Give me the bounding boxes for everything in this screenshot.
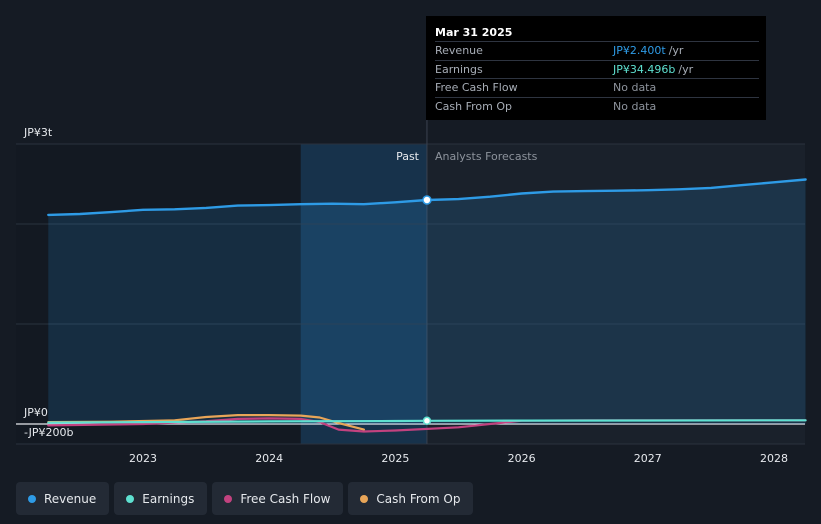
revenue-marker[interactable] [422, 195, 432, 205]
tooltip-label: Free Cash Flow [435, 81, 518, 94]
legend-dot-icon [224, 494, 233, 503]
tooltip-unit: /yr [678, 62, 694, 76]
legend-label: Free Cash Flow [240, 491, 331, 506]
legend-dot-icon [360, 494, 369, 503]
legend-dot-icon [28, 494, 36, 503]
tooltip-value: JP¥2.400t [613, 44, 666, 57]
y-tick-zero: JP¥0 [23, 406, 48, 419]
legend-item-earnings[interactable]: Earnings [114, 482, 208, 515]
x-tick-label: 2028 [760, 452, 788, 465]
tooltip-row-earnings: Earnings JP¥34.496b/yr [435, 59, 759, 79]
tooltip-label: Revenue [435, 44, 483, 57]
tooltip-label: Cash From Op [435, 99, 513, 113]
x-tick-label: 2024 [255, 452, 283, 465]
tooltip-value: JP¥34.496b [613, 62, 676, 76]
legend-label: Revenue [44, 491, 97, 506]
legend-item-revenue[interactable]: Revenue [16, 482, 110, 515]
tooltip-date: Mar 31 2025 [435, 26, 513, 39]
legend-item-free-cash-flow[interactable]: Free Cash Flow [212, 482, 344, 515]
y-tick-top: JP¥3t [23, 126, 53, 139]
x-tick-label: 2023 [129, 452, 157, 465]
tooltip-value: No data [613, 99, 657, 113]
data-tooltip: Mar 31 2025 Revenue JP¥2.400t/yr Earning… [426, 16, 766, 120]
y-tick-bottom: -JP¥200b [24, 426, 73, 439]
forecast-label: Analysts Forecasts [435, 150, 538, 163]
legend-dot-icon [126, 494, 135, 503]
forecast-zone [426, 144, 805, 444]
chart-legend: Revenue Earnings Free Cash Flow Cash Fro… [16, 482, 474, 515]
tooltip-value: No data [613, 81, 657, 94]
tooltip-row-revenue: Revenue JP¥2.400t/yr [435, 41, 759, 60]
x-tick-label: 2027 [634, 452, 662, 465]
legend-item-cash-from-op[interactable]: Cash From Op [348, 482, 474, 515]
recent-past-highlight [300, 144, 427, 444]
revenue-area [48, 179, 806, 424]
past-zone [16, 144, 301, 444]
tooltip-unit: /yr [668, 44, 684, 57]
x-tick-label: 2026 [508, 452, 536, 465]
legend-label: Earnings [142, 491, 195, 506]
tooltip-row-free-cash-flow: Free Cash Flow No data [435, 78, 759, 97]
past-label: Past [396, 150, 420, 163]
x-tick-label: 2025 [381, 452, 409, 465]
legend-label: Cash From Op [376, 491, 461, 506]
tooltip-label: Earnings [435, 62, 483, 76]
tooltip-row-cash-from-op: Cash From Op No data [435, 96, 759, 116]
earnings-marker[interactable] [422, 416, 432, 426]
revenue-earnings-chart: JP¥3t JP¥0 -JP¥200b Past Analysts Foreca… [16, 16, 807, 465]
